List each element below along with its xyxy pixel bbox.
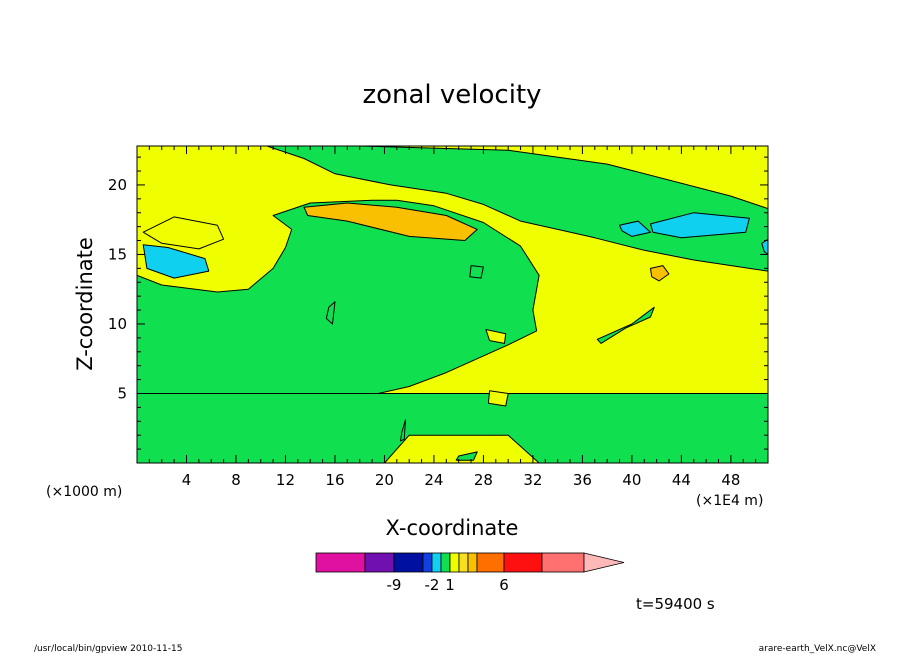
x-tick-label: 8 <box>231 471 241 489</box>
x-tick-label: 4 <box>182 471 192 489</box>
colorbar-swatch <box>431 552 442 573</box>
contour-region-4 <box>142 216 225 250</box>
contour-region-7 <box>650 212 750 239</box>
y-tick-label: 10 <box>108 315 127 333</box>
colorbar-swatch <box>393 552 424 573</box>
x-tick-label: 36 <box>573 471 592 489</box>
colorbar-label: -9 <box>387 576 402 594</box>
contour-region-12 <box>485 329 507 344</box>
footer-right: arare-earth_VelX.nc@VelX <box>759 644 876 654</box>
contour-region-10 <box>650 265 670 282</box>
x-tick-label: 40 <box>622 471 641 489</box>
contour-region-14 <box>469 265 484 279</box>
contour-region-11 <box>596 306 655 344</box>
chart-title: zonal velocity <box>362 80 541 110</box>
contour-region-2 <box>137 393 768 463</box>
x-tick-label: 48 <box>721 471 740 489</box>
x-tick-label: 32 <box>523 471 542 489</box>
y-tick-label: 5 <box>117 384 127 402</box>
y-axis-scale-note: (×1000 m) <box>46 484 122 500</box>
colorbar-label: 6 <box>499 576 509 594</box>
contour-region-3 <box>266 146 768 272</box>
colorbar-swatch <box>315 552 366 573</box>
x-tick-label: 20 <box>375 471 394 489</box>
x-axis-ticks: 4 8 12 16 20 24 28 32 36 40 44 48 <box>148 146 757 489</box>
contour-regions <box>137 146 768 463</box>
colorbar-swatch <box>364 552 395 573</box>
contour-region-6 <box>142 244 210 279</box>
contour-region-17 <box>455 451 478 461</box>
plot-frame <box>136 145 769 464</box>
y-axis-ticks: 5 10 15 20 <box>108 156 768 450</box>
x-axis-scale-note: (×1E4 m) <box>696 493 763 509</box>
time-stamp: t=59400 s <box>636 595 715 613</box>
x-tick-label: 16 <box>325 471 344 489</box>
colorbar-extend-arrow <box>583 552 625 573</box>
x-tick-label: 24 <box>424 471 443 489</box>
y-axis-label: Z-coordinate <box>73 237 97 371</box>
contour-region-5 <box>303 202 478 241</box>
colorbar-swatch <box>458 552 469 573</box>
colorbar-label: -2 <box>425 576 440 594</box>
colorbar-swatch <box>467 552 478 573</box>
colorbar-label: 1 <box>445 576 455 594</box>
contour-region-15 <box>325 301 336 325</box>
colorbar-swatch <box>440 552 451 573</box>
colorbar-swatch <box>541 552 585 573</box>
x-tick-label: 28 <box>474 471 493 489</box>
colorbar-swatch <box>449 552 460 573</box>
x-axis-label: X-coordinate <box>386 516 519 540</box>
contour-region-8 <box>619 220 651 237</box>
y-tick-label: 20 <box>108 176 127 194</box>
footer-left: /usr/local/bin/gpview 2010-11-15 <box>34 644 182 654</box>
x-tick-label: 12 <box>276 471 295 489</box>
colorbar-swatch <box>422 552 433 573</box>
y-tick-label: 15 <box>108 245 127 263</box>
contour-region-16 <box>400 419 406 442</box>
colorbar-swatch <box>503 552 543 573</box>
colorbar: -9 -2 1 6 <box>315 552 625 594</box>
x-tick-label: 44 <box>672 471 691 489</box>
contour-region-13 <box>487 390 509 407</box>
colorbar-swatch <box>476 552 505 573</box>
